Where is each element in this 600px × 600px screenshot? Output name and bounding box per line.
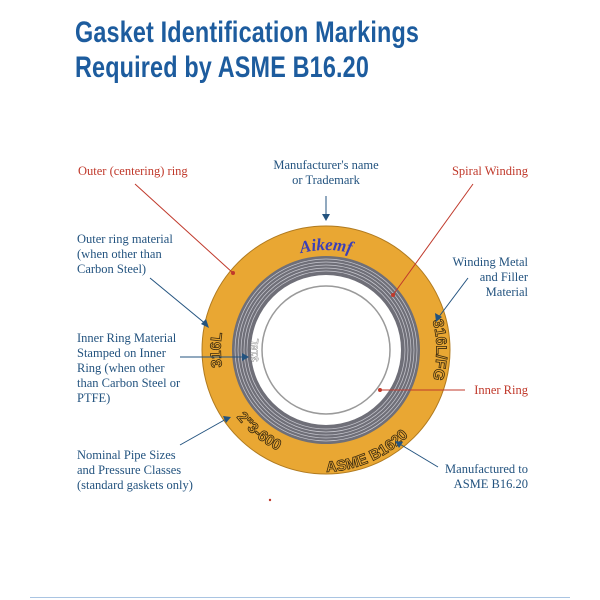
label-line: Stamped on Inner [77,346,166,360]
inner-ring-material-marking: 316L [250,338,262,363]
label-spiral-winding: Spiral Winding [451,164,528,178]
label-line: (when other than [77,247,162,261]
label-line: Nominal Pipe Sizes [77,448,176,462]
label-line: Inner Ring Material [77,331,177,345]
label-line: Outer ring material [77,232,173,246]
label-inner-ring-material: Inner Ring Material Stamped on Inner Rin… [77,331,180,406]
label-line: Carbon Steel) [77,262,147,276]
label-manufacturer: Manufacturer's name or Trademark [246,158,406,188]
label-outer-ring: Outer (centering) ring [78,164,188,178]
label-line: and Pressure Classes [77,463,182,477]
leader-manufactured-to [397,442,439,468]
arrow-icon [201,319,209,328]
label-line: Manufactured to [445,462,528,476]
leader-outer-ring [134,183,234,274]
label-line: Manufacturer's name [273,158,379,172]
arrow-icon [242,353,249,361]
arrow-icon [322,214,330,221]
label-line: and Filler [479,270,528,284]
leader-spiral-winding [392,183,474,296]
label-nominal-pipe: Nominal Pipe Sizes and Pressure Classes … [77,448,193,493]
manufacturer-marking: Aikemf [297,235,357,258]
label-line: or Trademark [292,173,360,187]
inner-ring [251,275,401,425]
leader-outer-ring-material [149,277,208,326]
arrow-icon [223,416,231,423]
arrow-icon [435,313,442,322]
divider [30,597,570,598]
page-title-line2: Required by ASME B16.20 [75,51,370,84]
label-inner-ring: Inner Ring [474,383,528,397]
label-line: (standard gaskets only) [77,478,193,492]
label-winding-metal: Winding Metal and Filler Material [408,255,528,300]
label-line: Ring (when other [77,361,165,375]
outer-ring-material-marking: 316L [208,331,226,368]
arrow-icon [395,441,403,448]
label-line: Winding Metal [452,255,528,269]
label-line: than Carbon Steel or [77,376,181,390]
leader-nominal-pipe [179,417,229,446]
leader-winding-metal [437,277,469,319]
label-manufactured-to: Manufactured to ASME B16.20 [408,462,528,492]
page-title-line1: Gasket Identification Markings [75,16,420,49]
inner-ring-edge [261,285,391,415]
label-outer-ring-material: Outer ring material (when other than Car… [77,232,173,277]
label-line: Material [485,285,528,299]
label-line: PTFE) [77,391,111,405]
label-line: ASME B16.20 [453,477,528,491]
winding-filler-marking: 316L/FG [429,318,450,382]
